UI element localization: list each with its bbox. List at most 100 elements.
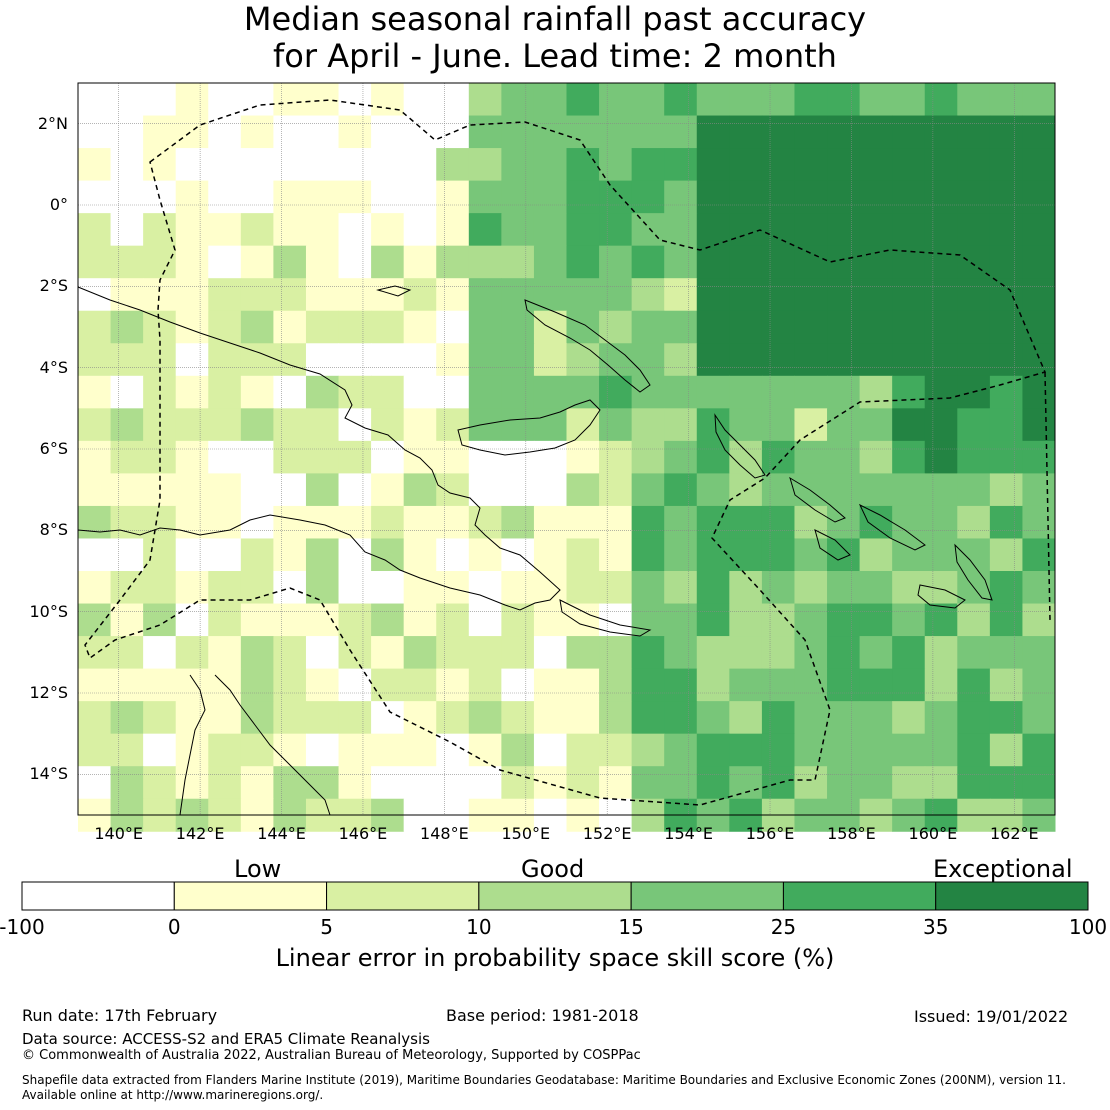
skill-cell [892,538,926,572]
skill-cell [729,148,763,182]
skill-cell [436,278,470,312]
colorbar-tick-label: 15 [618,915,644,939]
skill-cell [143,538,177,572]
skill-cell [631,538,665,572]
skill-cell [468,440,502,474]
skill-cell [664,115,698,149]
skill-cell [143,571,177,605]
skill-cell [371,245,405,279]
category-good-label: Good [521,855,585,883]
skill-cell [1022,603,1056,637]
skill-cell [533,636,567,670]
skill-cell [631,766,665,800]
skill-cell [501,701,535,735]
skill-cell [924,538,958,572]
skill-cell [273,440,307,474]
skill-cell [859,440,893,474]
skill-cell [892,473,926,507]
skill-cell [175,603,209,637]
skill-cell [827,701,861,735]
skill-cell [924,310,958,344]
skill-cell [208,440,242,474]
skill-cell [175,343,209,377]
skill-cell [305,701,340,735]
skill-cell [664,440,698,474]
skill-cell [989,375,1023,409]
skill-cell [566,148,600,182]
latitude-label: 4°S [39,357,68,377]
skill-cell [175,83,209,117]
skill-cell [110,505,144,539]
skill-cell [892,440,926,474]
skill-cell [761,343,795,377]
skill-cell [631,310,665,344]
skill-cell [78,571,112,605]
skill-cell [794,278,828,312]
skill-cell [664,408,698,442]
skill-cell [110,733,144,767]
skill-cell [631,505,665,539]
skill-cell [78,701,112,735]
skill-cell [696,603,730,637]
skill-cell [208,375,242,409]
skill-cell [175,408,209,442]
skill-cell [664,310,698,344]
skill-cell [729,505,763,539]
skill-cell [273,278,307,312]
skill-cell [533,701,567,735]
skill-cell [110,668,144,702]
skill-cell [338,603,372,637]
skill-cell [761,636,795,670]
longitude-label: 140°E [94,824,144,843]
skill-cell [566,115,600,149]
skill-cell [305,180,340,214]
skill-cell [533,278,567,312]
skill-cell [566,473,600,507]
skill-cell [924,701,958,735]
skill-cell [599,668,633,702]
skill-cell [696,701,730,735]
skill-cell [989,440,1023,474]
skill-cell [273,343,307,377]
skill-cell [827,538,861,572]
skill-cell [240,213,274,247]
skill-cell [566,603,600,637]
skill-cell [501,213,535,247]
skill-cell [859,668,893,702]
skill-cell [924,83,958,117]
skill-cell [664,733,698,767]
skill-cell [273,701,307,735]
skill-cell [631,668,665,702]
skill-cell [175,571,209,605]
skill-cell [892,343,926,377]
skill-cell [143,148,177,182]
skill-cell [957,668,991,702]
skill-cell [989,408,1023,442]
skill-cell [827,505,861,539]
skill-cell [924,148,958,182]
skill-cell [110,538,144,572]
skill-cell [78,440,112,474]
skill-cell [403,603,437,637]
skill-cell [794,571,828,605]
skill-cell [110,180,144,214]
skill-cell [175,375,209,409]
skill-cell [501,668,535,702]
skill-cell [175,440,209,474]
skill-cell [989,148,1023,182]
skill-cell [664,571,698,605]
cape-york-coast [179,674,206,816]
skill-cell [859,278,893,312]
skill-cell [794,668,828,702]
skill-cell [273,148,307,182]
skill-cell [989,83,1023,117]
skill-cell [208,408,242,442]
skill-cell [240,473,274,507]
skill-cell [143,83,177,117]
skill-cell [696,375,730,409]
skill-cell [273,310,307,344]
skill-cell [729,83,763,117]
skill-cell [859,213,893,247]
skill-cell [533,733,567,767]
skill-cell [696,343,730,377]
